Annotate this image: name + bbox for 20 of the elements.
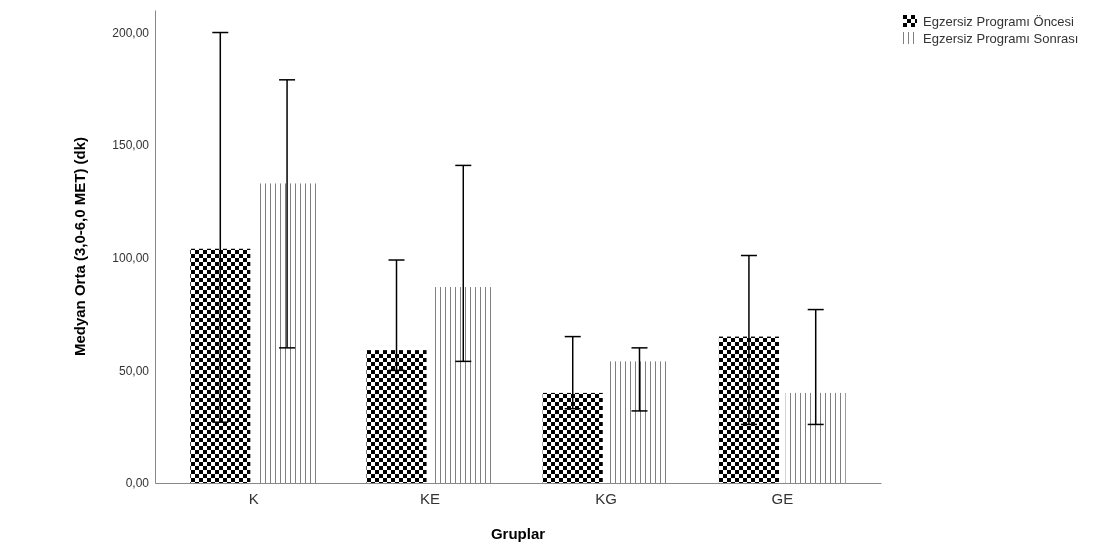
x-tick-label: GE bbox=[771, 489, 794, 507]
bar bbox=[366, 350, 427, 483]
y-tick-label: 100,00 bbox=[112, 251, 150, 266]
x-tick-label: KG bbox=[595, 489, 617, 507]
bar bbox=[190, 248, 251, 483]
x-axis-title: Gruplar bbox=[490, 525, 546, 542]
bar bbox=[542, 392, 603, 483]
y-tick-label: 0,00 bbox=[125, 476, 150, 491]
y-tick-label: 200,00 bbox=[112, 25, 150, 40]
y-axis-title: Medyan Orta (3,0-6,0 MET) (dk) bbox=[71, 136, 88, 357]
bar bbox=[257, 183, 318, 483]
x-tick-label: K bbox=[248, 489, 259, 507]
bar bbox=[785, 392, 846, 483]
legend-label: Egzersiz Programı Öncesi bbox=[923, 14, 1075, 29]
bar bbox=[433, 287, 494, 483]
x-tick-label: KE bbox=[419, 489, 440, 507]
y-tick-label: 150,00 bbox=[112, 138, 150, 153]
bar bbox=[718, 336, 779, 483]
y-tick-label: 50,00 bbox=[118, 363, 150, 378]
legend-label: Egzersiz Programı Sonrası bbox=[923, 31, 1079, 46]
